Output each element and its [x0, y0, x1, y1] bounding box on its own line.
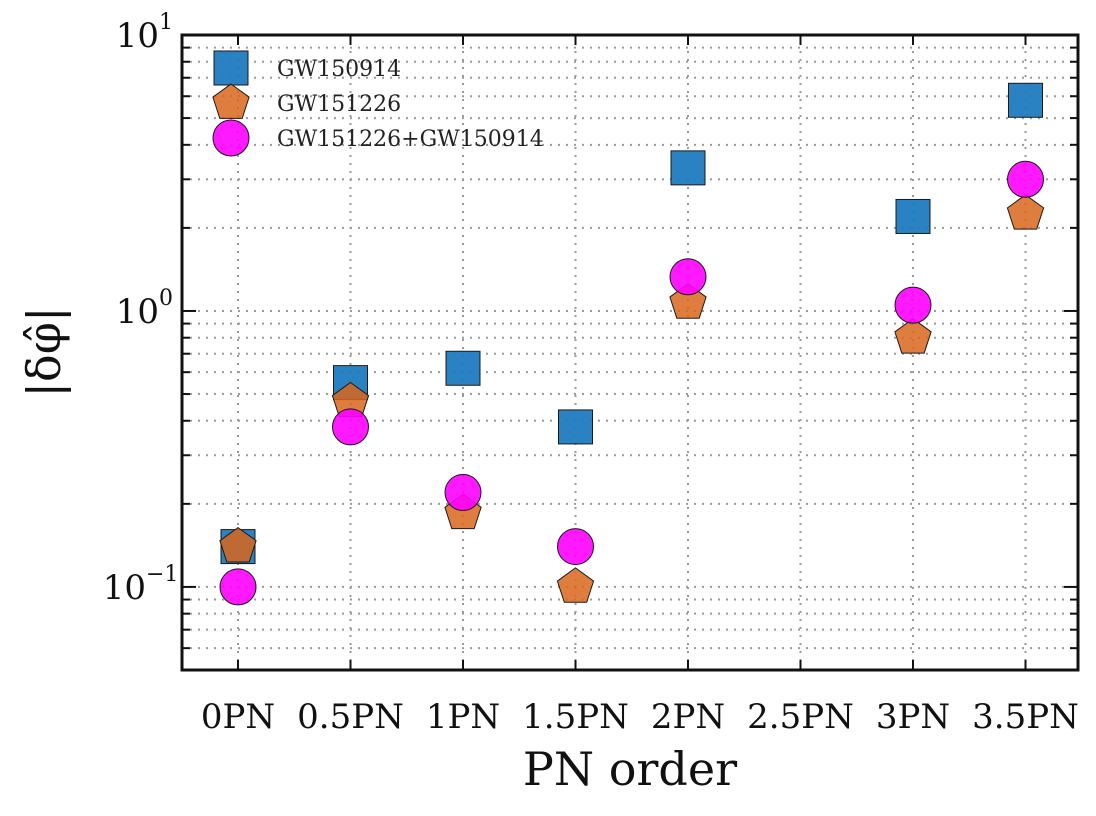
- legend-item: GW151226: [212, 83, 401, 119]
- y-tick-exponent: 0: [159, 286, 173, 311]
- x-tick-label: 2PN: [651, 697, 725, 737]
- data-point-square: [670, 150, 706, 186]
- x-axis-title: PN order: [523, 742, 737, 796]
- series-gw151226-gw150914: [219, 160, 1044, 606]
- data-point-square: [1008, 82, 1043, 118]
- x-tick-label: 3PN: [876, 697, 950, 737]
- data-point-circle: [444, 473, 482, 511]
- data-point-circle: [332, 408, 369, 446]
- legend-marker-square: [213, 50, 249, 86]
- y-tick-exponent: 1: [159, 10, 173, 35]
- y-tick-label: 10 0: [116, 286, 173, 332]
- legend-label: GW151226: [277, 92, 401, 117]
- data-point-circle: [669, 258, 707, 296]
- x-tick-label: 1PN: [426, 697, 500, 737]
- data-points: [219, 82, 1045, 606]
- x-tick-label: 3.5PN: [972, 697, 1079, 737]
- data-point-circle: [219, 568, 257, 606]
- legend-label: GW150914: [277, 57, 401, 82]
- legend-item: GW150914: [213, 50, 401, 86]
- y-tick-label: 10 −1: [103, 562, 179, 608]
- series-gw151226: [219, 194, 1045, 603]
- x-tick-label: 1.5PN: [522, 697, 629, 737]
- y-tick-label: 10 1: [116, 10, 173, 56]
- y-tick-base: 10: [116, 292, 159, 332]
- data-point-pentagon: [556, 567, 595, 603]
- y-axis-title: |δφ̂|: [17, 307, 71, 398]
- data-point-circle: [557, 528, 594, 566]
- data-point-pentagon: [1006, 194, 1045, 230]
- legend-marker-pentagon: [212, 83, 250, 119]
- legend: GW150914 GW151226 GW151226+GW150914: [212, 50, 544, 157]
- legend-item: GW151226+GW150914: [212, 119, 544, 157]
- y-tick-base: 10: [103, 568, 146, 608]
- y-tick-exponent: −1: [146, 562, 178, 587]
- data-point-circle: [894, 286, 932, 324]
- legend-label: GW151226+GW150914: [277, 127, 544, 152]
- data-point-square: [895, 198, 931, 234]
- y-tick-base: 10: [116, 16, 159, 56]
- data-point-pentagon: [894, 318, 932, 354]
- data-point-pentagon: [219, 526, 257, 563]
- data-point-square: [558, 409, 593, 445]
- x-tick-label: 2.5PN: [747, 697, 854, 737]
- x-tick-label: 0PN: [201, 697, 275, 737]
- legend-marker-circle: [212, 119, 250, 157]
- x-tick-label: 0.5PN: [297, 697, 404, 737]
- data-point-square: [445, 350, 481, 386]
- x-tick-labels: 0PN 0.5PN 1PN 1.5PN 2PN 2.5PN 3PN 3.5PN: [201, 697, 1079, 737]
- plot-frame: [180, 33, 1080, 672]
- data-point-circle: [1007, 160, 1044, 198]
